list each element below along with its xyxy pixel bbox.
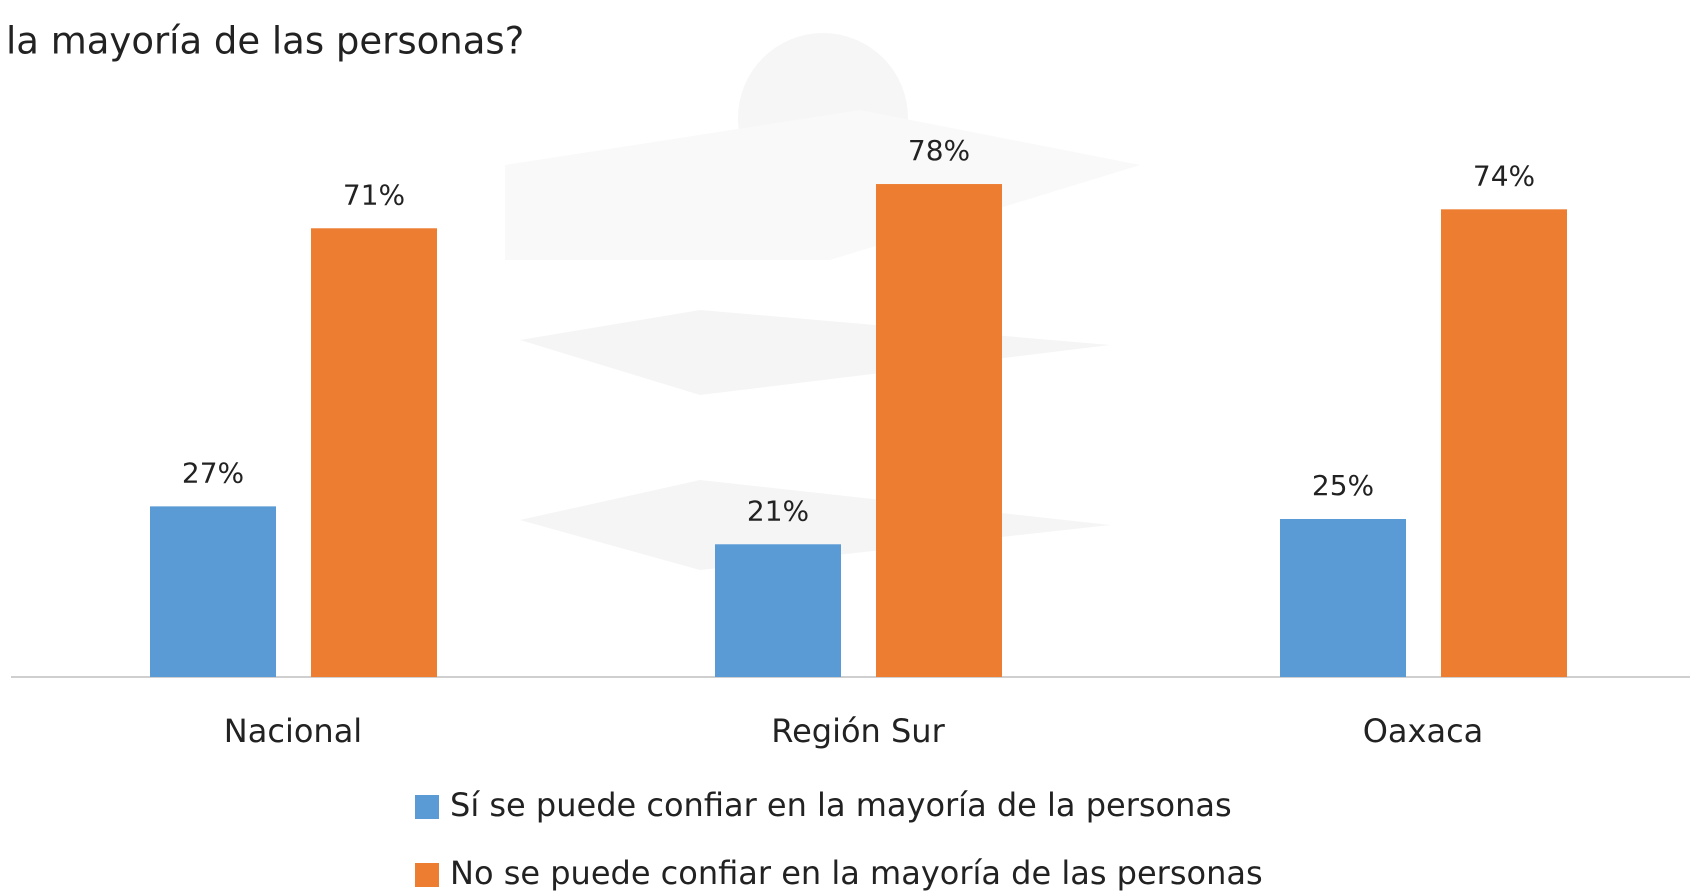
legend-swatch <box>415 863 439 887</box>
legend-label: No se puede confiar en la mayoría de las… <box>450 854 1263 892</box>
chart-title: la mayoría de las personas? <box>6 20 524 63</box>
value-label: 27% <box>182 456 244 489</box>
bar <box>715 544 841 677</box>
bar <box>311 228 437 677</box>
legend-swatch <box>415 795 439 819</box>
x-tick-label: Oaxaca <box>1363 712 1484 750</box>
bar <box>1441 209 1567 677</box>
x-tick-label: Nacional <box>224 712 362 750</box>
bar <box>150 506 276 677</box>
value-label: 74% <box>1473 159 1535 192</box>
value-label: 78% <box>908 134 970 167</box>
legend-label: Sí se puede confiar en la mayoría de la … <box>450 786 1232 824</box>
value-label: 21% <box>747 494 809 527</box>
bar <box>876 184 1002 678</box>
value-label: 71% <box>343 178 405 211</box>
watermark <box>505 33 1140 570</box>
x-tick-label: Región Sur <box>771 712 945 750</box>
bar <box>1280 519 1406 677</box>
value-label: 25% <box>1312 469 1374 502</box>
